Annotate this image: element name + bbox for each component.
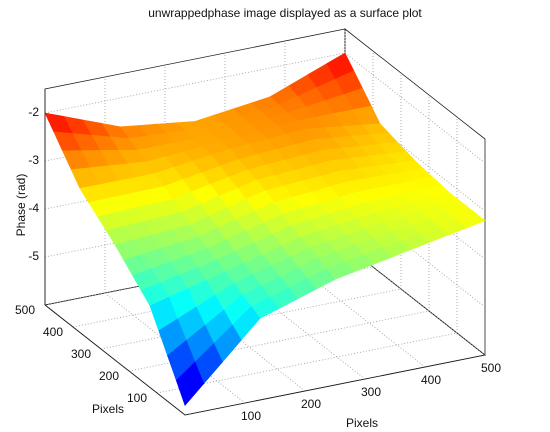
x-tick-label: 500 <box>481 361 501 375</box>
surface-patch <box>175 361 205 406</box>
y-tick-label: 100 <box>127 391 147 405</box>
y-tick-label: 200 <box>99 369 119 383</box>
z-axis-label: Phase (rad) <box>14 174 28 237</box>
y-tick-label: 300 <box>71 347 91 361</box>
x-tick-label: 200 <box>301 397 321 411</box>
y-axis-label: Pixels <box>92 402 124 416</box>
z-tick-label: -4 <box>28 201 39 215</box>
x-axis-label: Pixels <box>346 416 378 430</box>
z-tick-label: -3 <box>28 153 39 167</box>
x-tick-label: 400 <box>421 373 441 387</box>
y-tick-label: 400 <box>43 325 63 339</box>
z-tick-label: -2 <box>28 105 39 119</box>
y-tick-label: 500 <box>15 303 35 317</box>
x-tick-label: 100 <box>241 409 261 423</box>
chart-title: unwrappedphase image displayed as a surf… <box>148 6 422 20</box>
axis-line <box>44 304 486 416</box>
z-tick-label: -5 <box>28 249 39 263</box>
x-tick-label: 300 <box>361 385 381 399</box>
